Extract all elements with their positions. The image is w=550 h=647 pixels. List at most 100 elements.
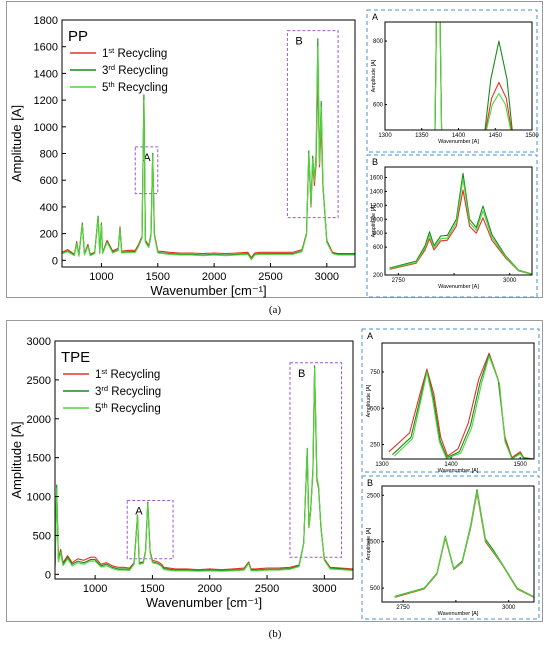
legend-item-3: 5th Recycling bbox=[63, 401, 161, 415]
inset-series-line-2 bbox=[389, 172, 532, 275]
inset-y-tick-label: 1500 bbox=[367, 540, 381, 546]
inset-y-tick-label: 1200 bbox=[370, 203, 384, 209]
inset-x-axis-title: Wavenumber [A] bbox=[438, 468, 479, 474]
legend-item-1: 1st Recycling bbox=[70, 46, 167, 60]
zoom-box-rect bbox=[286, 30, 339, 219]
inset-x-tick-label: 1450 bbox=[489, 133, 503, 139]
y-axis-title: Amplitude [A] bbox=[9, 105, 24, 182]
legend-item-2: 3rd Recycling bbox=[70, 63, 168, 77]
y-tick-label: 2500 bbox=[27, 375, 51, 387]
y-tick-label: 2000 bbox=[27, 414, 51, 426]
zoom-box-rect bbox=[126, 499, 174, 560]
inset-a: 1300 1400 1500 250 500 750 Wavenumber [A] Ampli… bbox=[361, 328, 540, 474]
x-axis-title: Wavenumber [cm⁻¹] bbox=[146, 595, 262, 610]
inset-series-line-3 bbox=[394, 355, 534, 459]
material-label: TPE bbox=[61, 349, 90, 366]
zoom-box-rect bbox=[134, 146, 159, 195]
legend: 1st Recycling 3rd Recycling 5th Recycling bbox=[63, 367, 161, 415]
y-axis-title: Amplitude [A] bbox=[9, 421, 24, 498]
inset-a: 1300 1350 1400 1450 1500 600 800 Wavenumber [A]… bbox=[366, 9, 539, 153]
inset-y-axis-title: Amplitude [A] bbox=[366, 384, 372, 417]
zoom-box-rect bbox=[289, 362, 343, 558]
inset-y-tick-label: 500 bbox=[370, 586, 381, 592]
zoom-box-label: A bbox=[143, 152, 151, 164]
x-tick-label: 2500 bbox=[255, 583, 279, 595]
figure-panel-b: A B 1000 1500 2000 2500 3000 0 500 1000 1500 2000 25… bbox=[6, 320, 543, 622]
zoom-box-label: B bbox=[295, 36, 302, 48]
y-tick-label: 0 bbox=[52, 255, 58, 267]
inset-y-tick-label: 800 bbox=[373, 39, 384, 45]
y-tick-label: 400 bbox=[40, 202, 58, 214]
inset-series-line-3 bbox=[389, 178, 532, 275]
plot-frame bbox=[61, 19, 356, 268]
inset-label: B bbox=[372, 157, 378, 167]
inset-plot-frame bbox=[384, 166, 533, 276]
inset-y-tick-label: 800 bbox=[373, 231, 384, 237]
y-tick-label: 1000 bbox=[34, 122, 58, 134]
inset-y-tick-label: 600 bbox=[373, 245, 384, 251]
inset-b: 2750 3000 200 600 800 1000 1200 1400 1600 Wavenum… bbox=[366, 154, 538, 298]
inset-y-tick-label: 250 bbox=[370, 443, 381, 449]
inset-y-tick-label: 600 bbox=[373, 103, 384, 109]
inset-series-line-3 bbox=[385, 22, 532, 130]
inset-x-axis-title: Wavenumber [A] bbox=[438, 139, 479, 145]
y-tick-label: 3000 bbox=[27, 336, 51, 348]
x-tick-label: 2500 bbox=[258, 271, 282, 283]
inset-frame bbox=[361, 328, 540, 473]
x-tick-label: 2000 bbox=[202, 271, 226, 283]
y-tick-label: 800 bbox=[40, 149, 58, 161]
inset-x-tick-label: 1300 bbox=[375, 462, 389, 468]
y-tick-label: 1500 bbox=[27, 453, 51, 465]
x-tick-label: 3000 bbox=[312, 583, 336, 595]
inset-x-tick-label: 1500 bbox=[525, 133, 539, 139]
x-tick-label: 1500 bbox=[140, 583, 164, 595]
inset-series-line-3 bbox=[394, 491, 534, 598]
inset-series-line-1 bbox=[389, 189, 532, 275]
chart-a-svg: A B 1000 1500 2000 2500 3000 0 200 400 600 800 1000 1… bbox=[9, 9, 539, 298]
x-tick-label: 3000 bbox=[315, 271, 339, 283]
x-tick-label: 2000 bbox=[197, 583, 221, 595]
legend-label: 1st Recycling bbox=[102, 46, 167, 60]
legend-label: 1st Recycling bbox=[95, 367, 160, 381]
zoom-box-label: B bbox=[298, 368, 305, 380]
inset-frame bbox=[366, 9, 538, 153]
legend-label: 3rd Recycling bbox=[102, 63, 168, 77]
legend-item-2: 3rd Recycling bbox=[63, 384, 161, 398]
inset-y-tick-label: 750 bbox=[370, 370, 381, 376]
zoom-box-label: A bbox=[135, 505, 143, 517]
inset-y-axis-title: Amplitude [A] bbox=[371, 204, 377, 237]
caption-a: (a) bbox=[268, 304, 282, 316]
plot-frame bbox=[54, 340, 354, 580]
inset-x-tick-label: 1350 bbox=[415, 133, 429, 139]
inset-y-axis-title: Amplitude [A] bbox=[366, 527, 372, 560]
inset-y-tick-label: 2500 bbox=[367, 493, 381, 499]
inset-label: A bbox=[367, 331, 373, 341]
inset-x-tick-label: 1400 bbox=[452, 133, 466, 139]
caption-b: (b) bbox=[268, 628, 282, 640]
legend-label: 5th Recycling bbox=[95, 401, 161, 415]
figure-panel-a: A B 1000 1500 2000 2500 3000 0 200 400 600 800 1000 1… bbox=[6, 1, 543, 298]
series-line-1 bbox=[62, 72, 355, 259]
y-tick-label: 0 bbox=[45, 569, 51, 581]
x-tick-label: 1000 bbox=[89, 271, 113, 283]
inset-x-tick-label: 3000 bbox=[502, 605, 516, 611]
legend-item-1: 1st Recycling bbox=[63, 367, 160, 381]
series-line-1 bbox=[55, 371, 353, 571]
legend-label: 3rd Recycling bbox=[95, 384, 161, 398]
inset-x-axis-title: Wavenumber [A] bbox=[438, 611, 479, 617]
x-axis-title: Wavenumber [cm⁻¹] bbox=[150, 283, 266, 298]
inset-plot-frame bbox=[381, 485, 535, 603]
inset-y-axis-title: Amplitude [A] bbox=[371, 59, 377, 92]
y-tick-label: 1200 bbox=[34, 95, 58, 107]
zoom-box-b: B bbox=[289, 362, 343, 558]
y-tick-label: 600 bbox=[40, 175, 58, 187]
inset-x-tick-label: 3000 bbox=[503, 278, 517, 284]
y-tick-label: 1400 bbox=[34, 68, 58, 80]
y-tick-label: 1800 bbox=[34, 15, 58, 27]
inset-label: A bbox=[372, 12, 378, 22]
inset-y-tick-label: 1600 bbox=[370, 175, 384, 181]
x-tick-label: 1500 bbox=[146, 271, 170, 283]
series-line-3 bbox=[62, 46, 355, 261]
inset-x-axis-title: Wavenumber [A] bbox=[438, 284, 479, 290]
y-tick-label: 500 bbox=[33, 530, 51, 542]
